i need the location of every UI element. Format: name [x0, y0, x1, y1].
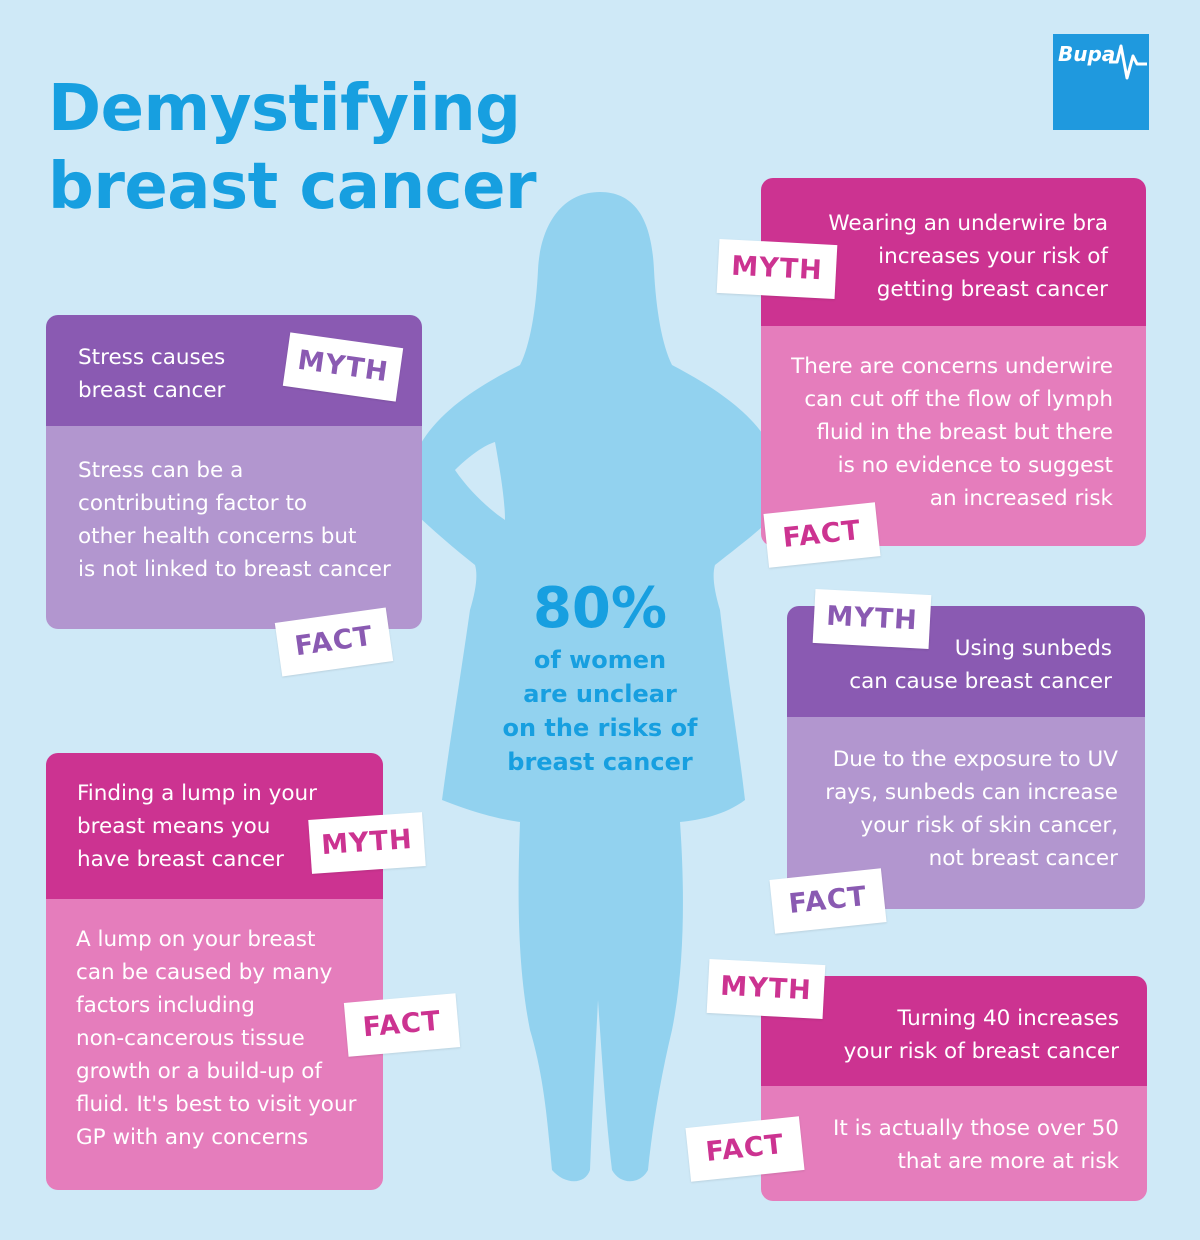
- myth-statement: Stress causes breast cancer: [46, 315, 422, 426]
- statistic-value: 80%: [532, 576, 668, 641]
- heartbeat-icon: [1109, 44, 1147, 80]
- myth-tag: MYTH: [812, 589, 932, 649]
- card-age: Turning 40 increases your risk of breast…: [761, 976, 1147, 1201]
- statistic: 80% of women are unclear on the risks of…: [480, 575, 720, 779]
- myth-statement: Turning 40 increases your risk of breast…: [761, 976, 1147, 1086]
- fact-statement: Stress can be a contributing factor to o…: [46, 426, 422, 629]
- card-stress: Stress causes breast cancer Stress can b…: [46, 315, 422, 629]
- myth-tag: MYTH: [716, 238, 838, 300]
- card-sunbeds: Using sunbeds can cause breast cancer Du…: [787, 606, 1145, 909]
- fact-tag: FACT: [343, 993, 461, 1057]
- statistic-text: of women are unclear on the risks of bre…: [502, 646, 698, 776]
- bupa-logo: Bupa: [1053, 34, 1149, 130]
- myth-tag: MYTH: [308, 812, 426, 874]
- fact-statement: It is actually those over 50 that are mo…: [761, 1086, 1147, 1201]
- card-lump: Finding a lump in your breast means you …: [46, 753, 383, 1190]
- myth-statement: Finding a lump in your breast means you …: [46, 753, 383, 899]
- fact-statement: A lump on your breast can be caused by m…: [46, 899, 383, 1190]
- myth-tag: MYTH: [706, 959, 826, 1019]
- card-underwire: Wearing an underwire bra increases your …: [761, 178, 1146, 546]
- page-title: Demystifying breast cancer: [48, 72, 537, 224]
